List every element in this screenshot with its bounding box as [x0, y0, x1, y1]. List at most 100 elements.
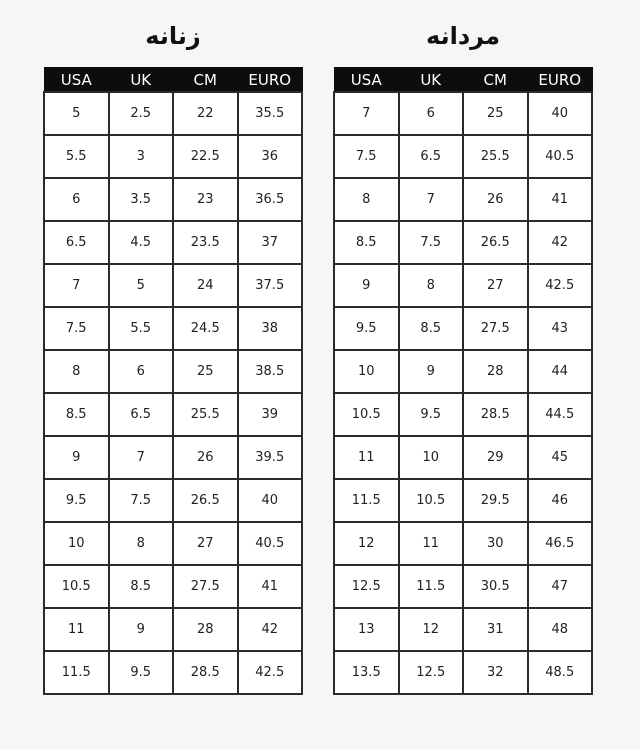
table-row: 5 2.5 22 35.5 [43, 91, 303, 136]
size-cell: 40.5 [236, 521, 303, 566]
table-row: 11 10 29 45 [333, 435, 593, 480]
size-cell: 23.5 [172, 220, 239, 265]
size-cell: 26 [462, 177, 529, 222]
size-cell: 28.5 [462, 392, 529, 437]
size-cell: 6.5 [397, 134, 464, 179]
size-cell: 40.5 [526, 134, 593, 179]
size-cell: 37.5 [236, 263, 303, 308]
table-row: 9.5 7.5 26.5 40 [43, 478, 303, 523]
size-cell: 36 [236, 134, 303, 179]
table-row: 9 8 27 42.5 [333, 263, 593, 308]
column-header: USA [43, 67, 109, 93]
table-row: 7 5 24 37.5 [43, 263, 303, 308]
size-cell: 6 [397, 91, 464, 136]
size-cell: 35.5 [236, 91, 303, 136]
size-cell: 42.5 [236, 650, 303, 695]
size-cell: 41 [236, 564, 303, 609]
size-cell: 24.5 [172, 306, 239, 351]
size-cell: 24 [172, 263, 239, 308]
size-cell: 8.5 [397, 306, 464, 351]
size-cell: 26.5 [462, 220, 529, 265]
size-cell: 11.5 [43, 650, 110, 695]
size-cell: 27.5 [172, 564, 239, 609]
size-cell: 3.5 [107, 177, 174, 222]
table-row: 6 3.5 23 36.5 [43, 177, 303, 222]
size-cell: 25.5 [172, 392, 239, 437]
size-cell: 9.5 [333, 306, 400, 351]
table-row: 11 9 28 42 [43, 607, 303, 652]
size-cell: 29 [462, 435, 529, 480]
size-cell: 9 [43, 435, 110, 480]
size-cell: 12 [397, 607, 464, 652]
size-cell: 8 [43, 349, 110, 394]
size-cell: 45 [526, 435, 593, 480]
size-cell: 47 [526, 564, 593, 609]
table-row: 9 7 26 39.5 [43, 435, 303, 480]
size-cell: 7.5 [107, 478, 174, 523]
column-header: CM [462, 67, 528, 93]
size-cell: 9.5 [397, 392, 464, 437]
size-cell: 48.5 [526, 650, 593, 695]
table-row: 10 9 28 44 [333, 349, 593, 394]
column-header: UK [398, 67, 464, 93]
size-cell: 9 [397, 349, 464, 394]
size-cell: 39 [236, 392, 303, 437]
size-cell: 30 [462, 521, 529, 566]
size-cell: 26 [172, 435, 239, 480]
size-cell: 27 [172, 521, 239, 566]
size-cell: 44.5 [526, 392, 593, 437]
table-row: 7.5 5.5 24.5 38 [43, 306, 303, 351]
size-cell: 10.5 [397, 478, 464, 523]
table-row: 9.5 8.5 27.5 43 [333, 306, 593, 351]
table-row: 10.5 8.5 27.5 41 [43, 564, 303, 609]
size-cell: 32 [462, 650, 529, 695]
size-cell: 6 [43, 177, 110, 222]
column-header: EURO [527, 67, 593, 93]
size-cell: 8 [397, 263, 464, 308]
size-cell: 7 [107, 435, 174, 480]
size-cell: 37 [236, 220, 303, 265]
size-cell: 40 [236, 478, 303, 523]
size-cell: 10 [333, 349, 400, 394]
size-cell: 3 [107, 134, 174, 179]
size-cell: 30.5 [462, 564, 529, 609]
size-cell: 22.5 [172, 134, 239, 179]
size-cell: 10.5 [333, 392, 400, 437]
size-cell: 26.5 [172, 478, 239, 523]
size-cell: 8 [333, 177, 400, 222]
column-header: UK [108, 67, 174, 93]
table-row: 7 6 25 40 [333, 91, 593, 136]
size-cell: 38.5 [236, 349, 303, 394]
column-header: EURO [237, 67, 303, 93]
table-row: 5.5 3 22.5 36 [43, 134, 303, 179]
size-cell: 7 [43, 263, 110, 308]
size-cell: 7.5 [43, 306, 110, 351]
size-cell: 7.5 [333, 134, 400, 179]
size-cell: 5.5 [43, 134, 110, 179]
table-row: 13 12 31 48 [333, 607, 593, 652]
size-cell: 9 [333, 263, 400, 308]
size-cell: 40 [526, 91, 593, 136]
size-cell: 11 [333, 435, 400, 480]
table-row: 11.5 9.5 28.5 42.5 [43, 650, 303, 695]
size-cell: 44 [526, 349, 593, 394]
table-row: 8 6 25 38.5 [43, 349, 303, 394]
women-size-table: USA UK CM EURO 5 2.5 22 35.5 5.5 3 22.5 36 6 3.5 23 36.… [43, 67, 303, 695]
size-cell: 10 [397, 435, 464, 480]
table-row: 13.5 12.5 32 48.5 [333, 650, 593, 695]
size-cell: 11 [397, 521, 464, 566]
size-cell: 27 [462, 263, 529, 308]
size-cell: 10.5 [43, 564, 110, 609]
table-row: 8 7 26 41 [333, 177, 593, 222]
table-row: 10.5 9.5 28.5 44.5 [333, 392, 593, 437]
size-cell: 8.5 [107, 564, 174, 609]
size-cell: 12 [333, 521, 400, 566]
size-cell: 25.5 [462, 134, 529, 179]
size-cell: 29.5 [462, 478, 529, 523]
header-row: USA UK CM EURO [333, 67, 593, 93]
size-cell: 11 [43, 607, 110, 652]
size-cell: 42 [526, 220, 593, 265]
table-row: 8.5 6.5 25.5 39 [43, 392, 303, 437]
size-cell: 9.5 [107, 650, 174, 695]
size-cell: 12.5 [333, 564, 400, 609]
